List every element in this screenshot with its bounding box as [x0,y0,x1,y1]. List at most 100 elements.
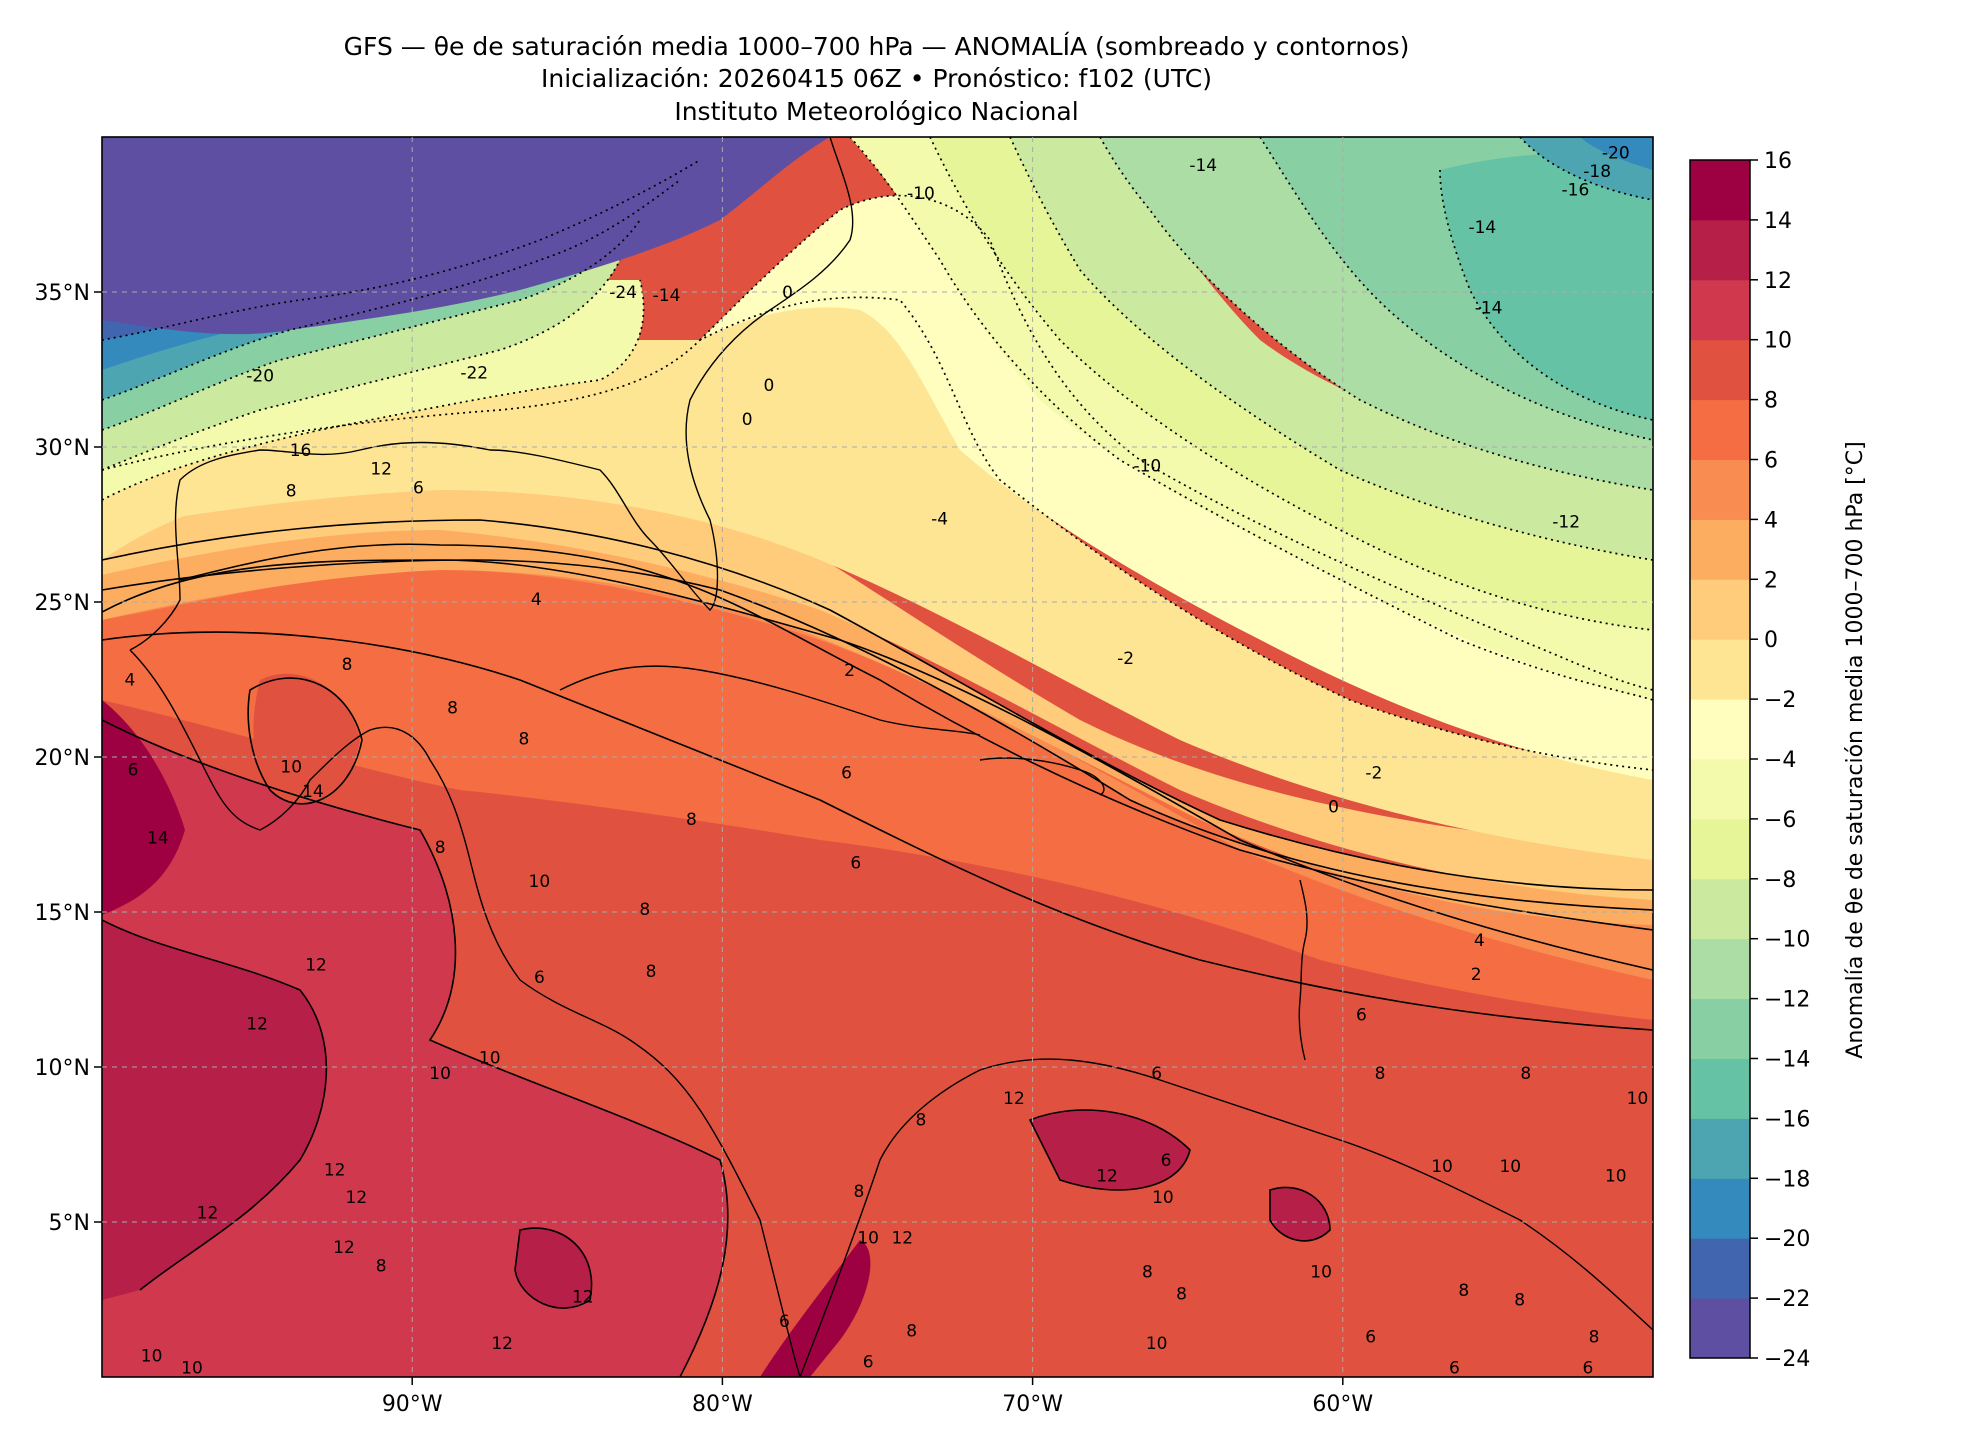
contour-label: 12 [197,1204,219,1224]
contour-minus-12 [1099,137,1653,491]
field-band-minus-24-nw [102,137,830,335]
contour-label: 2 [1471,965,1482,985]
x-tick-label: 90°W [382,1392,443,1417]
field-band-minus-6 [850,137,1653,700]
contour-minus-6-nw [102,279,645,501]
contour-label: -4 [931,509,948,529]
y-tick-label: 25°N [35,591,90,616]
contour-label: 10 [1627,1089,1649,1109]
colorbar-segment [1690,579,1750,640]
y-axis-ticks: 5°N 10°N 15°N 20°N 25°N 30°N 35°N [35,281,102,1236]
field-plus-14-cell [102,700,185,915]
contour-label: 8 [1176,1284,1187,1304]
contour-label: 10 [857,1229,879,1249]
contour-label: 8 [1458,1281,1469,1301]
contour-minus-22-nw [102,159,701,341]
colorbar-tick-label: −10 [1764,928,1810,953]
contour-label: 8 [1142,1263,1153,1283]
contour-label: -20 [246,367,274,387]
colorbar-segment [1690,878,1750,940]
y-tick-label: 10°N [35,1056,90,1081]
contour-plus-8 [102,631,1653,1031]
y-tick-label: 15°N [35,901,90,926]
contour-label: 6 [1356,1005,1367,1025]
contour-minus-14-nw [102,219,641,431]
colorbar-tick-label: −4 [1764,748,1796,773]
coastline-cuba [559,665,981,736]
contour-label: 4 [531,590,542,610]
colorbar-segment [1690,1238,1750,1299]
colorbar-segment [1690,279,1750,341]
contour-label: 8 [853,1182,864,1202]
map-title-line-1: GFS — θe de saturación media 1000–700 hP… [343,32,1410,61]
contour-labels: -14-20-18-16-10-14-14-24-14-20 -22000-10-… [125,144,1649,1379]
contour-label: 12 [324,1160,346,1180]
colorbar-segment [1690,1118,1750,1179]
contour-label: -2 [1365,764,1382,784]
colorbar-segment [1690,639,1750,700]
colorbar-tick-label: −14 [1764,1048,1810,1073]
contour-label: 0 [1328,798,1339,818]
contour-label: 10 [479,1049,501,1069]
contour-label: 8 [639,900,650,920]
contour-label: 4 [1474,931,1485,951]
colorbar [1689,159,1751,1359]
contour-label: 12 [1096,1167,1118,1187]
colorbar-ticks: −24−22−20−18−16−14−12−10−8−6−4−202468101… [1750,149,1810,1372]
contour-label: 10 [529,872,551,892]
field-band-plus-10 [102,720,728,1377]
colorbar-tick-label: −20 [1764,1227,1810,1252]
colorbar-tick-label: −22 [1764,1287,1810,1312]
colorbar-tick-label: 0 [1764,628,1778,653]
contour-label: 8 [646,962,657,982]
contour-label: 8 [518,729,529,749]
colorbar-tick-label: 6 [1764,449,1778,474]
field-band-plus-6 [102,560,1653,1020]
field-plus-12-cell-a [1030,1110,1190,1190]
contour-label: 10 [429,1064,451,1084]
contour-plus-6 [102,559,1653,971]
contour-label: -16 [1562,181,1590,201]
contour-label: -20 [1602,144,1630,164]
contour-label: 8 [376,1256,387,1276]
contour-label: 0 [742,410,753,430]
contour-label: 10 [1431,1157,1453,1177]
y-tick-label: 5°N [49,1211,90,1236]
field-band-plus-8-yucatan [253,673,360,804]
contour-plus-8-west [247,677,363,805]
contour-label: -18 [1583,162,1611,182]
contour-plus-12 [102,919,328,1291]
coastline-south-america [799,1058,1653,1377]
contour-label: -10 [907,184,935,204]
contour-cell-b [514,1227,593,1309]
contour-minus-4 [699,194,1653,691]
contour-label: 10 [280,757,302,777]
contour-label: 6 [1161,1151,1172,1171]
colorbar-tick-label: 4 [1764,508,1778,533]
contour-minus-14 [1259,137,1653,441]
contour-label: 6 [779,1312,790,1332]
coastlines [129,137,1653,1377]
colorbar-segment [1690,160,1750,221]
contour-label: 12 [305,956,327,976]
colorbar-label: Anomalía de θe de saturación media 1000–… [1843,441,1868,1058]
contour-label: 8 [916,1111,927,1131]
contour-plus-4 [102,559,1653,911]
contour-label: -14 [1475,299,1503,319]
contour-label: 6 [1365,1328,1376,1348]
field-plus-14-andes [760,1240,871,1377]
solid-contours [102,519,1653,1377]
colorbar-segment [1690,519,1750,580]
contour-label: 12 [1003,1089,1025,1109]
colorbar-tick-label: 16 [1764,149,1792,174]
x-tick-label: 70°W [1002,1392,1063,1417]
contour-label: -14 [1468,218,1496,238]
colorbar-tick-label: −16 [1764,1107,1810,1132]
map-title-line-2: Inicialización: 20260415 06Z • Pronóstic… [541,64,1212,93]
colorbar-tick-label: 10 [1764,329,1792,354]
contour-label: 8 [906,1322,917,1342]
y-tick-label: 35°N [35,281,90,306]
contour-label: 6 [413,478,424,498]
contour-plus-10 [102,719,729,1377]
